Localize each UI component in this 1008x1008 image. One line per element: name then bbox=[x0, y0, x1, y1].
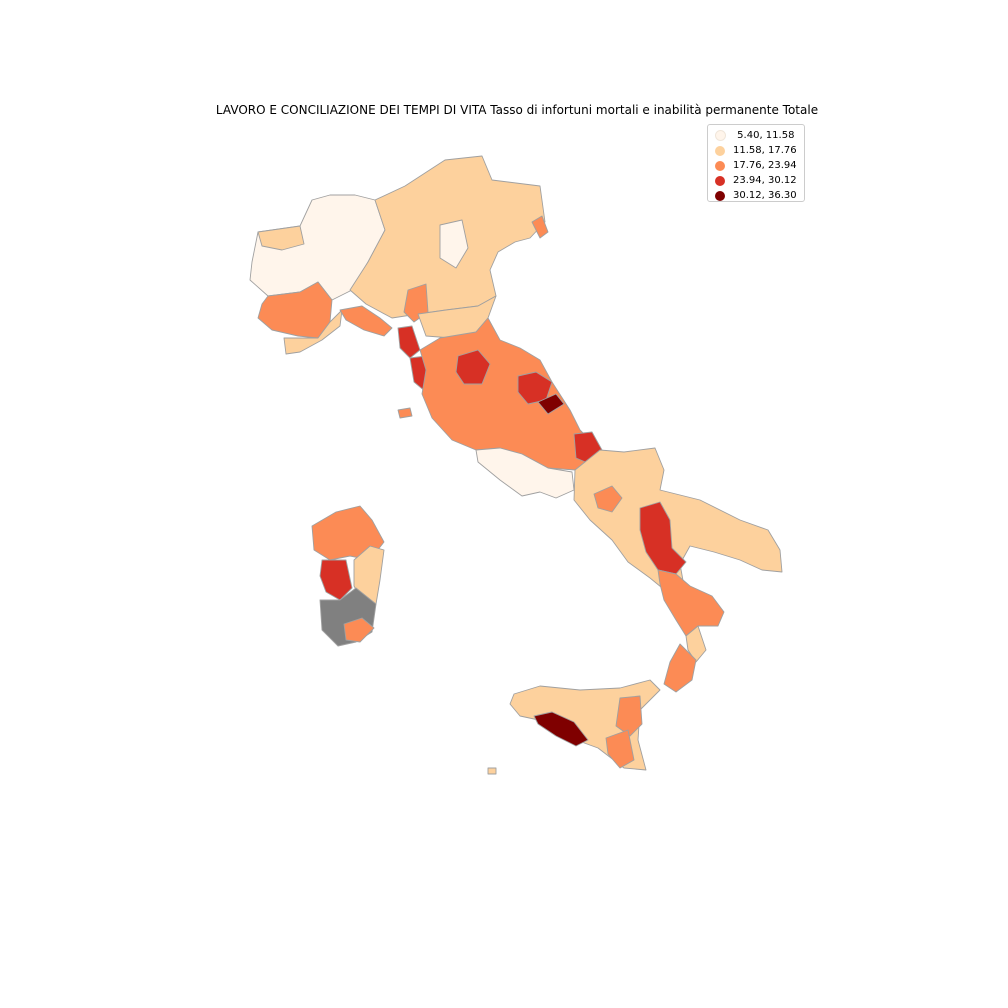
legend-label: 30.12, 36.30 bbox=[733, 190, 797, 201]
region-potenza bbox=[639, 501, 687, 575]
region-aosta bbox=[257, 225, 305, 251]
legend-item: 30.12, 36.30 bbox=[712, 188, 800, 203]
legend-swatch-icon bbox=[715, 175, 725, 186]
region-south-peach bbox=[573, 447, 783, 597]
legend-swatch-icon bbox=[715, 190, 725, 201]
region-cagliari bbox=[343, 617, 375, 643]
region-siracusa bbox=[605, 729, 635, 769]
region-massa bbox=[397, 325, 421, 359]
region-central-italy bbox=[419, 317, 601, 471]
legend-item: 5.40, 11.58 bbox=[712, 128, 800, 143]
region-liguria-west bbox=[283, 309, 343, 355]
region-sondrio-light bbox=[439, 219, 469, 269]
map-title: LAVORO E CONCILIAZIONE DEI TEMPI DI VITA… bbox=[215, 103, 819, 117]
legend-label: 23.94, 30.12 bbox=[733, 175, 797, 186]
legend-swatch-icon bbox=[715, 160, 725, 171]
legend-item: 11.58, 17.76 bbox=[712, 143, 800, 158]
legend-item: 17.76, 23.94 bbox=[712, 158, 800, 173]
region-trieste bbox=[531, 215, 549, 239]
island-elba bbox=[397, 407, 413, 419]
region-cosenza bbox=[657, 569, 725, 637]
region-catania bbox=[615, 695, 643, 737]
region-lazio-south bbox=[475, 447, 575, 499]
legend-item: 23.94, 30.12 bbox=[712, 173, 800, 188]
region-liguria-east bbox=[339, 305, 393, 337]
region-catanzaro bbox=[685, 625, 707, 663]
legend-swatch-icon bbox=[715, 145, 725, 156]
legend-label: 11.58, 17.76 bbox=[733, 145, 797, 156]
region-avellino bbox=[593, 485, 623, 513]
island-sicily-small bbox=[487, 767, 497, 775]
legend-label: 5.40, 11.58 bbox=[734, 130, 795, 141]
region-reggio bbox=[663, 643, 697, 693]
legend-swatch-icon bbox=[715, 130, 726, 141]
region-agrigento bbox=[533, 711, 589, 747]
region-arezzo bbox=[455, 349, 491, 385]
legend-label: 17.76, 23.94 bbox=[733, 160, 797, 171]
region-teramo bbox=[537, 393, 565, 415]
region-oristano bbox=[319, 559, 353, 601]
legend: 5.40, 11.58 11.58, 17.76 17.76, 23.94 23… bbox=[707, 124, 805, 202]
